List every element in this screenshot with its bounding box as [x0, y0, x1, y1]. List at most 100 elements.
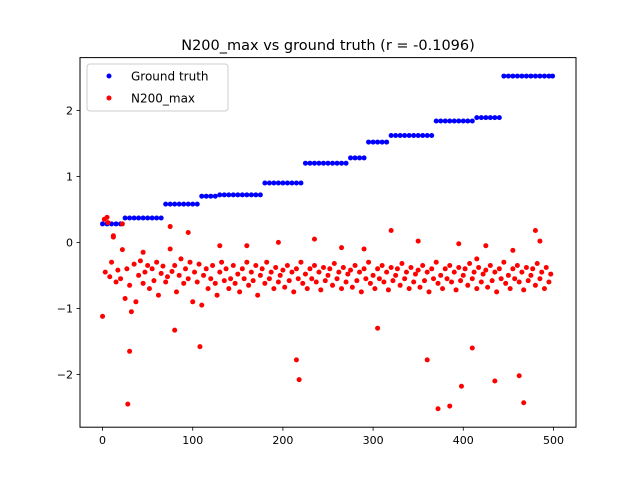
legend-label-n200-max: N200_max	[131, 92, 195, 106]
point	[217, 192, 223, 198]
legend-box	[86, 63, 229, 112]
point	[530, 266, 536, 272]
point	[510, 247, 516, 253]
point	[280, 180, 286, 186]
point	[226, 286, 232, 292]
point	[110, 234, 116, 240]
point	[304, 286, 310, 292]
y-tick-label: −1	[57, 302, 73, 315]
x-tick-label: 200	[272, 434, 293, 447]
point	[253, 263, 259, 268]
point	[375, 139, 381, 145]
point	[442, 266, 448, 272]
point	[516, 279, 522, 285]
point	[375, 325, 381, 331]
point	[318, 287, 324, 293]
point	[122, 296, 128, 301]
point	[505, 272, 511, 278]
point	[480, 271, 486, 277]
point	[370, 139, 376, 145]
point	[357, 269, 363, 275]
point	[438, 272, 444, 278]
point	[203, 193, 209, 199]
point	[266, 180, 272, 186]
point	[246, 282, 252, 288]
point	[469, 118, 475, 124]
point	[471, 269, 477, 275]
point	[102, 269, 108, 275]
point	[546, 279, 552, 285]
point	[447, 118, 453, 124]
point	[372, 286, 378, 292]
point	[453, 287, 459, 293]
chart-title: N200_max vs ground truth (r = -0.1096)	[181, 38, 475, 54]
point	[127, 282, 133, 288]
legend: Ground truth N200_max	[86, 63, 229, 112]
point	[532, 73, 538, 79]
point	[118, 276, 124, 282]
point	[384, 139, 390, 145]
point	[543, 264, 549, 270]
point	[163, 279, 169, 285]
point	[514, 263, 520, 268]
point	[354, 278, 360, 284]
point	[136, 215, 142, 221]
point	[415, 132, 421, 138]
point	[483, 115, 489, 121]
point	[257, 272, 263, 278]
point	[381, 279, 387, 285]
point	[507, 286, 513, 292]
point	[212, 280, 218, 286]
x-axis: 0 100 200 300 400 500	[99, 427, 564, 447]
point	[262, 180, 268, 186]
point	[348, 155, 354, 161]
point	[253, 192, 259, 198]
point	[284, 263, 290, 268]
point	[185, 276, 191, 282]
point	[525, 278, 531, 284]
point	[197, 344, 203, 350]
point	[311, 236, 317, 242]
point	[361, 246, 367, 252]
point	[496, 266, 502, 272]
point	[127, 348, 133, 354]
point	[458, 278, 464, 284]
point	[334, 160, 340, 166]
x-tick-label: 500	[543, 434, 564, 447]
point	[142, 269, 148, 275]
point	[172, 327, 178, 333]
point	[379, 139, 385, 145]
point	[541, 286, 547, 292]
point	[534, 261, 540, 267]
point	[345, 271, 351, 277]
point	[503, 280, 509, 286]
point	[442, 118, 448, 124]
point	[137, 258, 143, 264]
point	[528, 272, 534, 278]
point	[185, 201, 191, 207]
point	[271, 180, 277, 186]
point	[424, 132, 430, 138]
point	[221, 278, 227, 284]
point	[101, 216, 107, 222]
point	[160, 263, 166, 269]
point	[167, 246, 173, 252]
point	[415, 267, 421, 273]
point	[302, 160, 308, 166]
point	[105, 220, 111, 226]
point	[158, 215, 164, 221]
point	[402, 276, 408, 282]
point	[516, 373, 522, 379]
point	[293, 180, 299, 186]
point	[330, 282, 336, 288]
point	[320, 264, 326, 270]
point	[474, 115, 480, 121]
point	[192, 269, 198, 275]
series-0	[100, 73, 556, 227]
point	[275, 180, 281, 186]
point	[298, 180, 304, 186]
point	[313, 279, 319, 285]
point	[339, 245, 345, 251]
point	[311, 160, 317, 166]
point	[550, 73, 556, 79]
